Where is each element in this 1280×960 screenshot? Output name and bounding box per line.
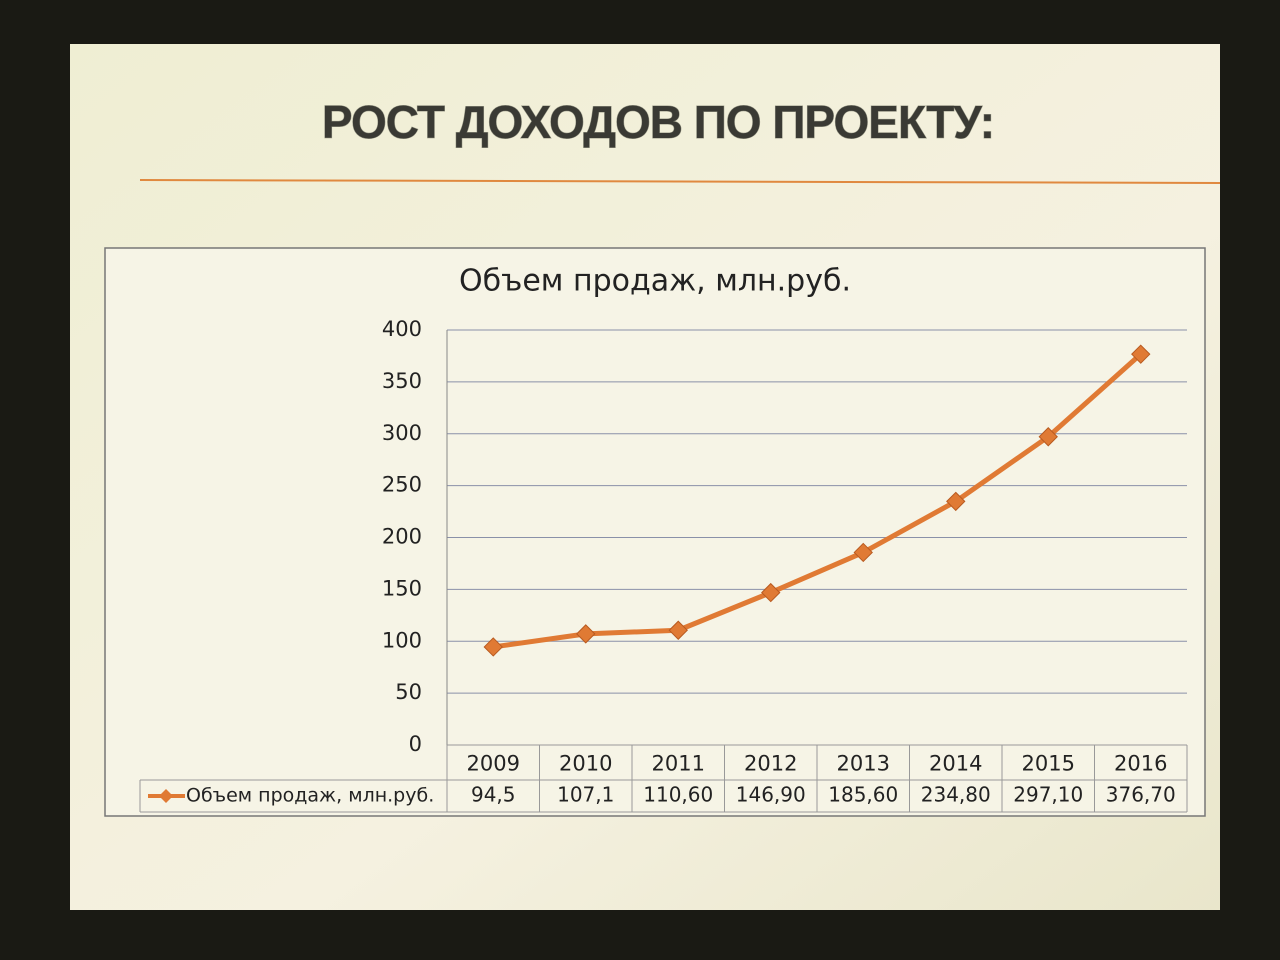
x-tick-label: 2010: [559, 752, 612, 776]
y-tick-label: 300: [382, 421, 422, 445]
value-label: 146,90: [736, 783, 806, 807]
marker: [946, 491, 966, 512]
legend-marker: [159, 789, 173, 803]
y-tick-label: 150: [382, 576, 422, 600]
y-tick-label: 50: [395, 680, 422, 704]
y-tick-label: 350: [382, 369, 422, 393]
y-tick-label: 0: [409, 732, 422, 756]
marker: [1038, 427, 1058, 447]
marker: [761, 582, 781, 603]
legend-label: Объем продаж, млн.руб.: [186, 785, 434, 807]
marker: [853, 542, 873, 563]
x-tick-label: 2013: [837, 752, 890, 776]
y-tick-label: 400: [382, 317, 422, 341]
y-tick-label: 250: [382, 473, 422, 497]
chart-title: Объем продаж, млн.руб.: [459, 264, 851, 299]
y-tick-label: 100: [382, 628, 422, 652]
x-tick-label: 2011: [652, 752, 705, 776]
x-tick-label: 2012: [744, 752, 797, 776]
value-label: 376,70: [1106, 783, 1176, 807]
marker: [483, 637, 503, 657]
value-label: 185,60: [828, 783, 898, 807]
x-tick-label: 2016: [1114, 752, 1167, 776]
x-tick-label: 2009: [467, 752, 520, 776]
value-label: 94,5: [471, 783, 516, 807]
x-tick-label: 2014: [929, 752, 982, 776]
slide-title: РОСТ ДОХОДОВ ПО ПРОЕКТУ:: [322, 96, 994, 148]
value-label: 297,10: [1013, 783, 1083, 807]
y-tick-label: 200: [382, 525, 422, 549]
value-label: 234,80: [921, 783, 991, 807]
marker: [668, 620, 688, 640]
marker: [576, 624, 596, 644]
value-label: 107,1: [557, 783, 614, 807]
chart-frame: [104, 247, 1206, 817]
title-rule: [139, 179, 1221, 184]
x-tick-label: 2015: [1022, 752, 1075, 776]
marker: [1131, 344, 1151, 364]
series-line: [492, 352, 1143, 650]
value-label: 110,60: [643, 783, 713, 807]
